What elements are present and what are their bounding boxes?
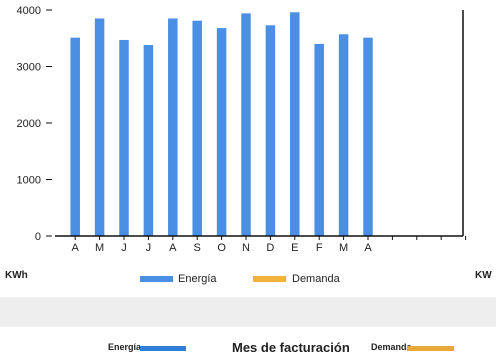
x-tick-label: A [72, 242, 80, 254]
bar-energia-4 [168, 18, 178, 236]
footer-title: Mes de facturación [232, 340, 350, 355]
bar-energia-9 [290, 12, 300, 237]
x-tick-label: D [266, 242, 274, 254]
bar-energia-6 [216, 28, 227, 236]
footer-band [0, 297, 496, 327]
y-axis-ticks: 0 1000 2000 3000 4000 [17, 5, 52, 243]
bar-energia-5 [192, 20, 202, 236]
chart: 0 1000 2000 3000 4000 A M J J A S O N D E F M A [17, 5, 467, 254]
x-tick-label: E [291, 242, 298, 254]
bar-series [70, 12, 373, 237]
x-tick-label: J [121, 242, 127, 254]
x-tick-label: A [169, 242, 177, 254]
footer-demanda-label: Demanda [371, 342, 412, 352]
bar-energia-11 [338, 34, 349, 236]
x-tick-label: M [95, 242, 104, 254]
bar-energia-3 [143, 45, 154, 236]
x-tick-label: N [242, 242, 250, 254]
bar-energia-8 [265, 25, 276, 236]
bar-energia-12 [363, 37, 373, 237]
x-tick-label: A [364, 242, 372, 254]
bar-energia-7 [241, 13, 251, 237]
x-tick-label: J [146, 242, 152, 254]
bar-energia-10 [314, 43, 324, 237]
footer-demanda-swatch [407, 346, 454, 351]
x-tick-label: F [316, 242, 323, 254]
x-tick-label: S [194, 242, 201, 254]
y-tick-label: 2000 [17, 118, 41, 130]
footer-energia-label: Energía [108, 342, 142, 352]
bar-energia-0 [70, 37, 80, 237]
x-tick-label: O [217, 242, 226, 254]
bar-energia-2 [119, 39, 129, 236]
legend-swatch-demanda [253, 276, 286, 282]
y-tick-label: 4000 [17, 5, 41, 17]
y-axis-unit-right: KW [475, 270, 492, 281]
legend-label-energia: Energía [178, 273, 217, 285]
x-tick-label: M [339, 242, 348, 254]
legend-label-demanda: Demanda [292, 273, 340, 285]
legend-swatch-energia [140, 276, 173, 282]
y-tick-label: 3000 [17, 62, 41, 74]
bar-energia-1 [94, 18, 105, 236]
y-tick-label: 1000 [17, 175, 41, 187]
y-axis-unit-left: KWh [5, 270, 28, 281]
footer-energia-swatch [140, 346, 186, 351]
y-tick-label: 0 [35, 231, 41, 243]
